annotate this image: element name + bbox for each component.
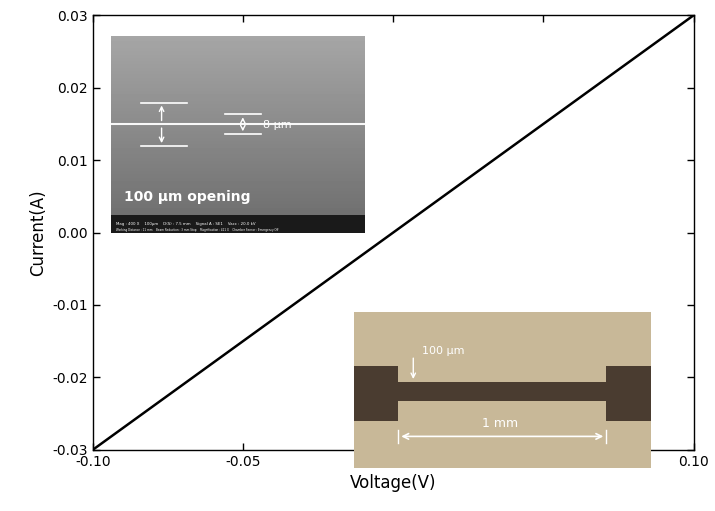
Text: 8 μm: 8 μm [263, 120, 292, 130]
Y-axis label: Current(A): Current(A) [29, 189, 47, 276]
Bar [398, 312, 606, 382]
X-axis label: Voltage(V): Voltage(V) [350, 474, 436, 492]
Bar [398, 401, 606, 468]
Bar [111, 215, 365, 233]
Bar [354, 312, 398, 366]
Bar [398, 382, 606, 401]
Text: Mag : 400 X    100µm    D(S) : 7.5 mm    Signal A : SE1    Vacc : 20.0 kV: Mag : 400 X 100µm D(S) : 7.5 mm Signal A… [116, 222, 255, 226]
Bar [606, 312, 651, 366]
Bar [354, 366, 398, 421]
Bar [606, 421, 651, 468]
Text: 100 μm opening: 100 μm opening [124, 190, 250, 204]
Text: 100 μm: 100 μm [422, 345, 465, 356]
Bar [606, 312, 651, 468]
Text: Working Distance : 11 mm    Beam Reduction : 3 mm Stop    Magnification : 411 X : Working Distance : 11 mm Beam Reduction … [116, 227, 278, 231]
Text: 1 mm: 1 mm [481, 417, 518, 430]
Bar [354, 421, 398, 468]
Bar [606, 366, 651, 421]
Bar [354, 312, 398, 468]
